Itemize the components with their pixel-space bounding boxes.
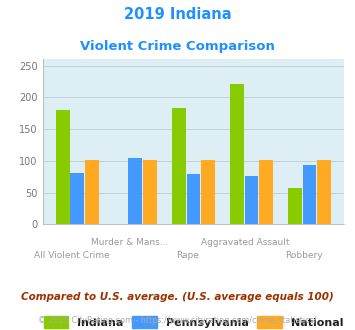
Bar — [85, 160, 99, 224]
Bar — [245, 176, 258, 224]
Bar — [317, 160, 331, 224]
Bar — [230, 83, 244, 224]
Bar — [288, 187, 302, 224]
Text: Murder & Mans...: Murder & Mans... — [91, 238, 168, 247]
Text: Violent Crime Comparison: Violent Crime Comparison — [80, 40, 275, 52]
Text: 2019 Indiana: 2019 Indiana — [124, 7, 231, 21]
Text: Rape: Rape — [176, 251, 199, 260]
Bar — [56, 110, 70, 224]
Text: Compared to U.S. average. (U.S. average equals 100): Compared to U.S. average. (U.S. average … — [21, 292, 334, 302]
Bar — [259, 160, 273, 224]
Bar — [186, 174, 201, 224]
Text: Aggravated Assault: Aggravated Assault — [201, 238, 290, 247]
Bar — [129, 158, 142, 224]
Bar — [143, 160, 157, 224]
Legend: Indiana, Pennsylvania, National: Indiana, Pennsylvania, National — [44, 316, 343, 328]
Text: © 2025 CityRating.com - https://www.cityrating.com/crime-statistics/: © 2025 CityRating.com - https://www.city… — [38, 316, 317, 325]
Bar — [201, 160, 215, 224]
Bar — [70, 173, 84, 224]
Text: Robbery: Robbery — [285, 251, 323, 260]
Text: All Violent Crime: All Violent Crime — [34, 251, 109, 260]
Bar — [172, 108, 186, 224]
Bar — [302, 165, 317, 224]
